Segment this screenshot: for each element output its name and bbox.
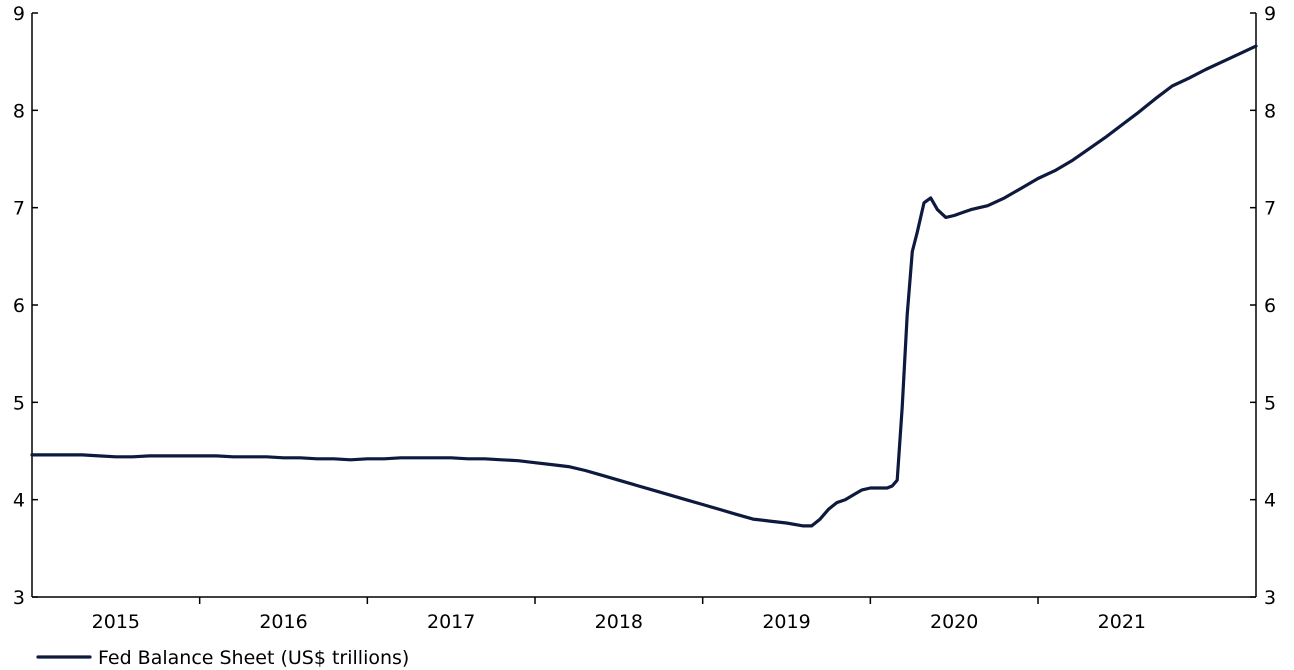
left-y-tick-label: 3 — [13, 587, 25, 609]
legend: Fed Balance Sheet (US$ trillions) — [36, 647, 409, 669]
right-y-tick-label: 5 — [1264, 392, 1276, 414]
left-y-ticks: 3 4 5 6 7 8 9 — [13, 3, 38, 609]
x-tick-label: 2019 — [762, 611, 810, 633]
left-y-tick-label: 4 — [13, 490, 25, 512]
x-ticks — [198, 597, 1039, 604]
x-tick-label: 2015 — [92, 611, 140, 633]
right-y-tick-label: 4 — [1264, 490, 1276, 512]
right-y-tick-label: 9 — [1264, 3, 1276, 25]
legend-label: Fed Balance Sheet (US$ trillions) — [98, 647, 409, 669]
left-y-tick-label: 5 — [13, 392, 25, 414]
left-y-tick-label: 9 — [13, 3, 25, 25]
x-tick-label: 2021 — [1098, 611, 1146, 633]
right-y-tick-label: 6 — [1264, 295, 1276, 317]
left-y-tick-label: 6 — [13, 295, 25, 317]
series-line — [30, 44, 1258, 528]
right-y-tick-label: 7 — [1264, 198, 1276, 220]
left-y-tick-label: 8 — [13, 100, 25, 122]
plot-area — [30, 44, 1258, 528]
right-y-ticks: 3 4 5 6 7 8 9 — [1250, 3, 1276, 609]
axes — [31, 13, 1257, 598]
x-tick-label: 2016 — [259, 611, 307, 633]
left-y-tick-label: 7 — [13, 198, 25, 220]
right-y-tick-label: 8 — [1264, 100, 1276, 122]
right-y-tick-label: 3 — [1264, 587, 1276, 609]
x-tick-label: 2017 — [427, 611, 475, 633]
x-tick-labels: 2015 2016 2017 2018 2019 2020 2021 — [92, 611, 1146, 633]
x-tick-label: 2018 — [595, 611, 643, 633]
x-tick-label: 2020 — [930, 611, 978, 633]
